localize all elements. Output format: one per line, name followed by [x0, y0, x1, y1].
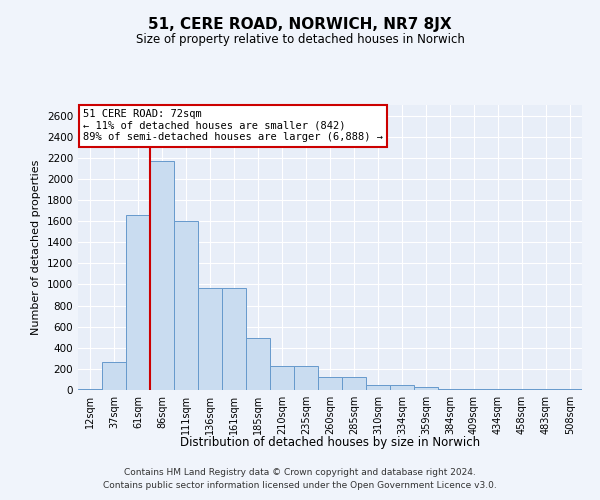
Bar: [462, 389, 486, 390]
Bar: [486, 389, 510, 390]
Bar: [318, 378, 342, 390]
Text: Size of property relative to detached houses in Norwich: Size of property relative to detached ho…: [136, 32, 464, 46]
Bar: [294, 366, 318, 390]
Y-axis label: Number of detached properties: Number of detached properties: [31, 160, 41, 335]
Bar: [222, 288, 246, 390]
Bar: [342, 378, 366, 390]
Text: Contains public sector information licensed under the Open Government Licence v3: Contains public sector information licen…: [103, 480, 497, 490]
Bar: [150, 161, 174, 390]
Bar: [390, 384, 414, 390]
Bar: [438, 389, 462, 390]
Bar: [366, 384, 390, 390]
Bar: [102, 362, 126, 390]
Bar: [414, 387, 438, 390]
Bar: [246, 338, 270, 390]
Text: 51 CERE ROAD: 72sqm
← 11% of detached houses are smaller (842)
89% of semi-detac: 51 CERE ROAD: 72sqm ← 11% of detached ho…: [83, 110, 383, 142]
Bar: [270, 366, 294, 390]
Text: Distribution of detached houses by size in Norwich: Distribution of detached houses by size …: [180, 436, 480, 449]
Bar: [174, 221, 198, 390]
Bar: [78, 389, 102, 390]
Text: Contains HM Land Registry data © Crown copyright and database right 2024.: Contains HM Land Registry data © Crown c…: [124, 468, 476, 477]
Bar: [126, 215, 150, 390]
Text: 51, CERE ROAD, NORWICH, NR7 8JX: 51, CERE ROAD, NORWICH, NR7 8JX: [148, 18, 452, 32]
Bar: [198, 288, 222, 390]
